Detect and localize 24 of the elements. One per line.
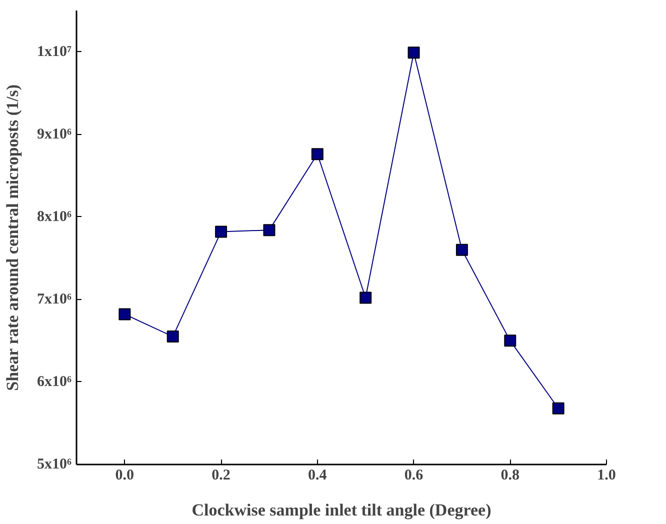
point [504,334,516,347]
x-axis-title: Clockwise sample inlet tilt angle (Degree) [192,500,492,520]
y-tick-label: 5x10⁶ [37,456,72,472]
x-tick-label: 0.0 [115,468,134,484]
point [360,292,372,304]
point [166,330,179,343]
point [408,46,420,59]
point [118,308,131,320]
x-tick-label: 0.4 [308,468,328,484]
x-tick-label: 0.2 [212,468,230,484]
x-tick-label: 0.8 [500,468,520,484]
point [311,148,324,160]
point [215,226,228,238]
y-tick-label: 6x10⁶ [37,374,72,390]
point [263,224,276,236]
x-tick-label: 1.0 [597,468,616,484]
x-tick-label: 0.6 [404,468,424,484]
point [456,244,468,256]
y-tick-label: 8x10⁶ [37,208,72,225]
y-tick-label: 7x10⁶ [37,291,72,308]
y-axis-title: Shear rate around central microposts (1/s) [3,84,22,391]
y-tick-label: 1x10⁷ [37,44,72,60]
point [552,402,564,414]
y-tick-label: 9x10⁶ [37,126,72,142]
